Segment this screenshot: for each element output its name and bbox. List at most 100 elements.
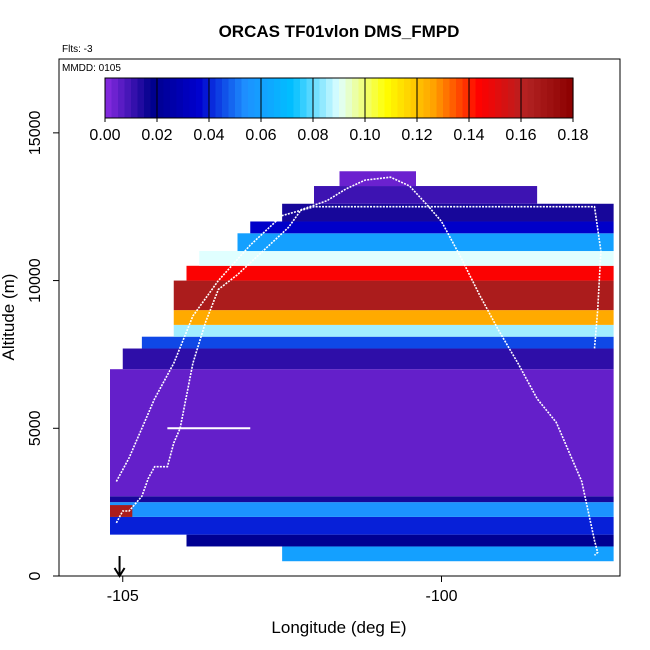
colorbar-cell-41 bbox=[371, 78, 379, 118]
colorbar-cell-55 bbox=[462, 78, 470, 118]
colorbar-cell-42 bbox=[378, 78, 386, 118]
colorbar-cell-1 bbox=[111, 78, 119, 118]
colorbar-cell-0 bbox=[105, 78, 113, 118]
colorbar-cell-68 bbox=[547, 78, 555, 118]
colorbar-cell-51 bbox=[436, 78, 444, 118]
colorbar-cell-36 bbox=[339, 78, 347, 118]
chart-subtitle: Flts: -3 bbox=[62, 44, 93, 55]
colorbar-cell-65 bbox=[527, 78, 535, 118]
heatmap-band-7 bbox=[141, 336, 614, 349]
heatmap-band-12 bbox=[199, 251, 614, 266]
heatmap-band-14 bbox=[250, 221, 614, 234]
colorbar-cell-26 bbox=[274, 78, 282, 118]
heatmap-band-15 bbox=[282, 203, 614, 222]
y-tick-label-0: 0 bbox=[27, 571, 44, 580]
colorbar-cell-47 bbox=[410, 78, 418, 118]
colorbar-cell-22 bbox=[248, 78, 256, 118]
colorbar-cell-29 bbox=[293, 78, 301, 118]
colorbar-cell-19 bbox=[228, 78, 236, 118]
colorbar-cell-59 bbox=[488, 78, 496, 118]
heatmap-band-16 bbox=[314, 186, 538, 204]
chart-title: ORCAS TF01vlon DMS_FMPD bbox=[219, 22, 460, 41]
flight-track-line-2 bbox=[115, 205, 602, 482]
y-tick-label-3: 15000 bbox=[27, 111, 44, 156]
colorbar-cell-60 bbox=[495, 78, 503, 118]
colorbar-cell-27 bbox=[280, 78, 288, 118]
colorbar-tick-label-2: 0.04 bbox=[193, 127, 224, 144]
colorbar-cell-14 bbox=[196, 78, 204, 118]
flight-track-line bbox=[115, 176, 599, 556]
colorbar-cell-18 bbox=[222, 78, 230, 118]
heatmap-highlight-0 bbox=[110, 505, 133, 517]
colorbar-cell-48 bbox=[417, 78, 425, 118]
x-tick-label-0: -105 bbox=[107, 588, 139, 605]
colorbar-cell-46 bbox=[404, 78, 412, 118]
heatmap-band-4 bbox=[110, 496, 614, 503]
colorbar-cell-2 bbox=[118, 78, 126, 118]
colorbar-frame bbox=[104, 77, 574, 119]
colorbar-cell-43 bbox=[384, 78, 392, 118]
heatmap-band-3 bbox=[110, 502, 614, 517]
heatmap-band-13 bbox=[237, 233, 614, 252]
colorbar-cell-71 bbox=[566, 78, 574, 118]
colorbar-tick-label-6: 0.12 bbox=[401, 127, 432, 144]
colorbar-cell-20 bbox=[235, 78, 243, 118]
colorbar-cell-12 bbox=[183, 78, 191, 118]
colorbar-cell-25 bbox=[267, 78, 275, 118]
colorbar-cell-31 bbox=[306, 78, 314, 118]
colorbar-cell-23 bbox=[254, 78, 262, 118]
heatmap-band-2 bbox=[110, 516, 614, 535]
colorbar-cell-62 bbox=[508, 78, 516, 118]
axes: -105 -100 0 5000 10000 15000 bbox=[27, 111, 458, 605]
colorbar-tick-label-0: 0.00 bbox=[89, 127, 120, 144]
mmdd-annotation: MMDD: 0105 bbox=[62, 63, 121, 74]
colorbar-cell-57 bbox=[475, 78, 483, 118]
colorbar-cell-8 bbox=[157, 78, 165, 118]
colorbar-cell-9 bbox=[163, 78, 171, 118]
x-axis-label: Longitude (deg E) bbox=[271, 618, 406, 637]
colorbar-cell-66 bbox=[534, 78, 542, 118]
colorbar-cell-30 bbox=[300, 78, 308, 118]
colorbar-tick-label-7: 0.14 bbox=[453, 127, 484, 144]
colorbar-cell-56 bbox=[469, 78, 477, 118]
colorbar-cell-67 bbox=[540, 78, 548, 118]
colorbar-tick-label-8: 0.16 bbox=[505, 127, 536, 144]
colorbar-cell-3 bbox=[124, 78, 132, 118]
heatmap-band-0 bbox=[282, 546, 614, 562]
colorbar-cell-10 bbox=[170, 78, 178, 118]
heatmap-band-5 bbox=[110, 369, 614, 497]
colorbar-cell-28 bbox=[287, 78, 295, 118]
colorbar-cell-58 bbox=[482, 78, 490, 118]
colorbar-tick-label-4: 0.08 bbox=[297, 127, 328, 144]
heatmap-band-1 bbox=[186, 534, 614, 547]
colorbar-cell-64 bbox=[521, 78, 529, 118]
colorbar-cell-35 bbox=[332, 78, 340, 118]
colorbar-cell-24 bbox=[261, 78, 269, 118]
colorbar-cell-69 bbox=[553, 78, 561, 118]
colorbar-cell-21 bbox=[241, 78, 249, 118]
colorbar-cell-7 bbox=[150, 78, 158, 118]
heatmap-band-9 bbox=[173, 310, 614, 325]
colorbar-cell-32 bbox=[313, 78, 321, 118]
heatmap-band-6 bbox=[122, 348, 614, 370]
colorbar-cell-45 bbox=[397, 78, 405, 118]
colorbar-cell-50 bbox=[430, 78, 438, 118]
colorbar-cell-49 bbox=[423, 78, 431, 118]
colorbar-cell-15 bbox=[202, 78, 210, 118]
colorbar-cell-44 bbox=[391, 78, 399, 118]
heatmap-band-11 bbox=[186, 265, 614, 281]
y-tick-label-2: 10000 bbox=[27, 258, 44, 303]
colorbar-cell-11 bbox=[176, 78, 184, 118]
colorbar-cell-38 bbox=[352, 78, 360, 118]
colorbar-cell-16 bbox=[209, 78, 217, 118]
plot-frame bbox=[58, 58, 621, 577]
heatmap-band-8 bbox=[173, 324, 614, 337]
colorbar-cell-33 bbox=[319, 78, 327, 118]
colorbar: 0.00 0.02 0.04 0.06 0.08 0.10 0.12 0.14 0.16 0.18 bbox=[89, 77, 589, 144]
colorbar-cell-61 bbox=[501, 78, 509, 118]
colorbar-cell-54 bbox=[456, 78, 464, 118]
colorbar-cell-40 bbox=[365, 78, 373, 118]
y-axis-label: Altitude (m) bbox=[0, 274, 18, 361]
colorbar-cell-52 bbox=[443, 78, 451, 118]
